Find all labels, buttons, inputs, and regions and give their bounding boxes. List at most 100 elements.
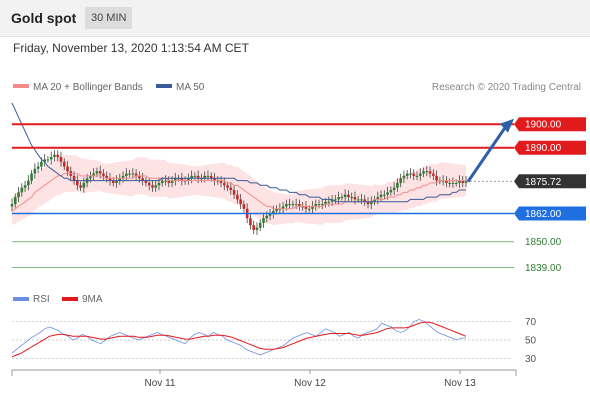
candle-body [174,178,177,181]
candle-body [79,185,82,188]
candle-body [13,197,17,205]
candle-body [307,208,311,210]
rsi-tick-label: 70 [525,317,537,328]
candle [255,222,259,235]
candle [157,177,161,191]
candle-body [461,180,465,183]
candle-body [111,180,115,183]
candle-body [76,180,79,186]
candle [422,167,425,178]
candle [311,201,314,214]
candle-body [49,157,53,160]
candle [340,193,344,201]
level-label: 1875.72 [525,177,562,188]
candle [239,193,242,210]
candle-body [141,178,144,181]
candle-body [115,180,118,183]
candle [147,177,151,191]
candle [369,196,373,210]
candle-body [373,199,376,202]
candle-body [428,171,432,174]
candle-body [40,161,43,167]
candle [347,190,350,202]
candle-body [160,180,164,183]
candle-body [232,190,236,195]
ma20-line [11,173,466,212]
candle-body [209,175,213,179]
candle-body [33,168,37,174]
candle [249,213,252,230]
candle [418,168,422,181]
candle [108,172,112,186]
rsi-tick-label: 50 [525,336,537,347]
candle-body [432,173,435,176]
candle [118,173,122,185]
candle-body [30,173,33,181]
candle-body [43,159,46,162]
instrument-title: Gold spot [11,10,77,26]
candle-body [56,154,60,158]
candle-body [356,199,360,201]
candle-body [402,175,406,179]
candle [141,172,144,186]
ma20-legend-label: MA 20 + Bollinger Bands [33,82,143,93]
candle-body [23,185,27,188]
candle [461,176,465,188]
candle-body [206,175,210,177]
candle-body [317,204,321,206]
candle [291,200,295,208]
rsi-ma-line [11,321,467,358]
candle-body [62,161,66,167]
candle [366,197,370,209]
candle [343,189,347,202]
candle [320,198,324,210]
ma20-legend-swatch [13,84,29,88]
candle [76,175,79,191]
candle-body [330,199,334,202]
candle [174,172,177,186]
candle-body [118,178,122,181]
candle [396,178,399,192]
candle-body [105,175,109,179]
candle-body [131,173,135,175]
level-resistance: 1900.00 [12,117,586,132]
rsi-legend-label: RSI [33,294,50,305]
candle-body [82,182,86,188]
candle [271,205,275,219]
candle-body [102,173,105,176]
candle [46,155,50,163]
candle-body [285,204,288,207]
interval-button[interactable]: 30 MIN [85,7,133,29]
level-label: 1850.00 [525,237,562,248]
rsi-line [11,319,466,356]
level-support: 1862.00 [12,206,586,221]
candle [242,200,246,213]
candle-body [366,201,370,205]
candle-body [363,199,367,202]
candle-body [17,192,20,198]
candle-body [311,206,314,209]
candle [304,201,308,214]
candle-body [157,182,161,186]
candle-body [187,178,190,181]
candle [223,177,226,191]
ma50-legend-swatch [156,84,172,88]
level-label: 1862.00 [525,209,562,220]
rsi-ma-legend-label: 9MA [82,294,103,305]
candle-body [396,182,399,188]
candle-body [445,180,448,183]
candle-body [301,206,304,208]
bollinger-band-area [12,154,466,226]
candle [363,194,367,206]
candle-body [275,208,278,212]
candle-body [213,178,216,181]
level-tag [514,174,586,189]
candle-body [242,204,246,209]
candle [262,212,265,228]
candle [131,168,135,179]
rsi-tick-label: 30 [525,354,537,365]
rsi-legend-swatch [13,297,29,301]
candle-body [108,178,112,181]
candle [30,170,33,185]
candle-body [236,194,239,200]
